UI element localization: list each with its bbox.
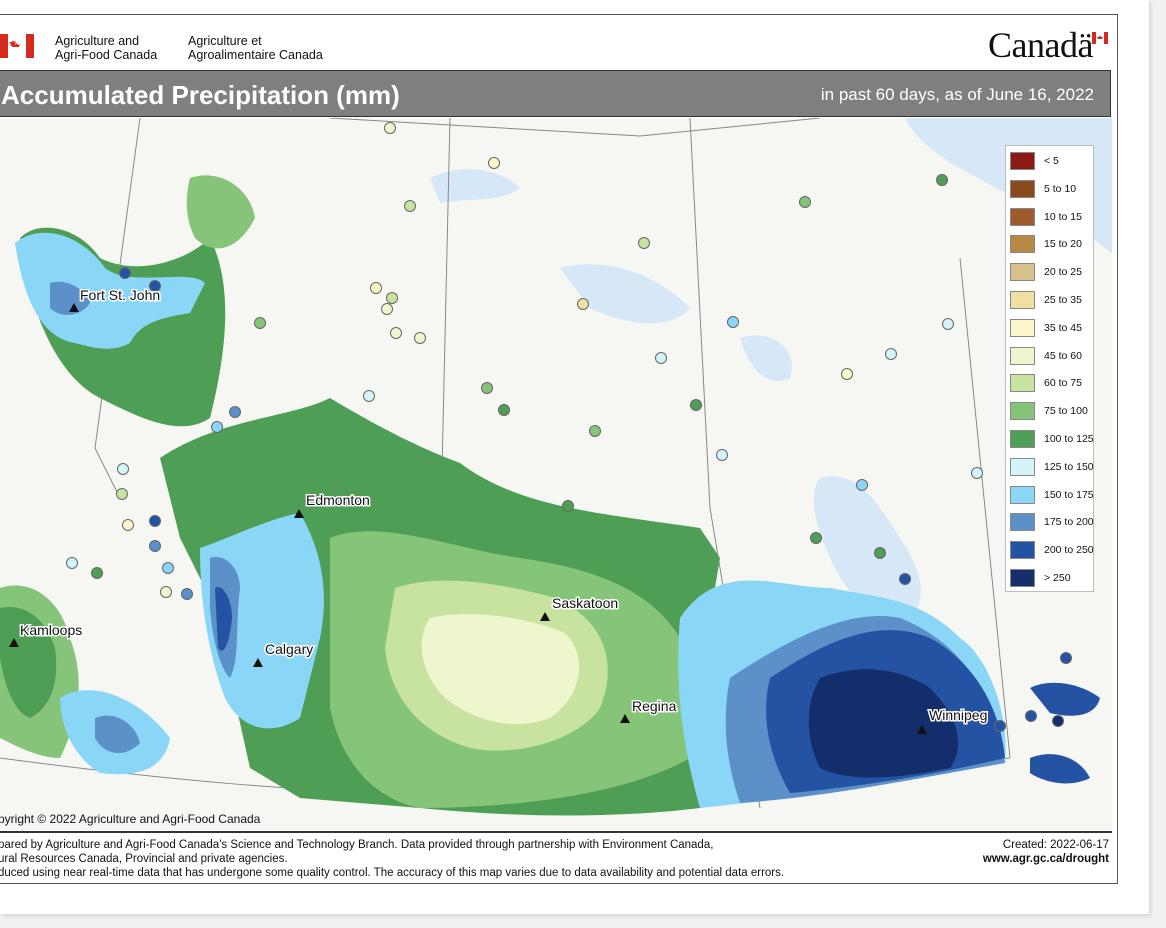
footer-divider [0,831,1112,833]
city-winnipeg: Winnipeg [917,706,989,734]
city-calgary: Calgary [253,640,315,667]
city-markers: Fort St. John Edmonton Kamloops Calgary … [9,286,989,734]
title-bar: Accumulated Precipitation (mm) in past 6… [0,70,1111,117]
legend-swatch [1010,207,1035,226]
footer-credit-line-1: pared by Agriculture and Agri-Food Canad… [0,839,714,851]
legend-swatch [1010,513,1035,532]
legend-swatch [1010,485,1035,504]
legend-swatch [1010,541,1035,560]
legend-swatch [1010,402,1035,421]
legend-swatch [1010,457,1035,476]
legend-label: 75 to 100 [1044,405,1088,418]
legend-swatch [1010,318,1035,337]
dept-en-line1: Agriculture and [55,34,140,48]
map-title: Accumulated Precipitation (mm) [1,80,400,110]
legend-item: 75 to 100 [1010,402,1092,421]
legend-item: 200 to 250 [1010,541,1094,560]
legend-item: 150 to 175 [1010,485,1094,504]
precip-west-green [0,585,170,775]
city-fort-st-john: Fort St. John [69,286,162,312]
legend-label: 10 to 15 [1044,210,1082,223]
legend: < 5 5 to 10 10 to 15 15 to 20 20 to 25 25 to … [1005,145,1094,592]
footer-credit-line-2: ural Resources Canada, Provincial and pr… [0,853,288,865]
city-label-winnipeg: Winnipeg [929,707,987,723]
legend-item: 175 to 200 [1010,513,1094,532]
legend-label: 100 to 125 [1044,433,1094,445]
legend-item: 5 to 10 [1010,179,1092,198]
legend-swatch [1010,152,1035,170]
department-name-french: Agriculture et Agroalimentaire Canada [188,34,323,62]
department-name-english: Agriculture and Agri-Food Canada [55,34,157,62]
legend-swatch [1010,346,1035,365]
station-dots [66,122,1072,732]
footer-credit-line-3: duced using near real-time data that has… [0,867,785,879]
legend-label: 35 to 45 [1044,321,1082,334]
legend-label: 175 to 200 [1044,516,1094,529]
legend-item: > 250 [1010,569,1092,587]
legend-item: 20 to 25 [1010,263,1092,282]
city-kamloops: Kamloops [9,621,84,647]
legend-item: 25 to 35 [1010,291,1092,309]
map-subtitle: in past 60 days, as of June 16, 2022 [820,85,1094,104]
legend-item: 60 to 75 [1010,374,1092,393]
legend-label: 125 to 150 [1044,460,1094,473]
legend-label: 15 to 20 [1044,238,1082,251]
canada-flag-icon [0,34,34,58]
city-label-edmonton: Edmonton [306,492,370,508]
legend-label: 45 to 60 [1044,349,1082,362]
legend-label: 25 to 35 [1044,294,1082,306]
legend-swatch [1010,263,1035,282]
dept-fr-line2: Agroalimentaire Canada [188,48,323,62]
legend-swatch [1010,430,1035,448]
legend-swatch [1010,235,1035,254]
city-saskatoon: Saskatoon [540,594,620,621]
legend-swatch [1010,569,1035,587]
legend-item: 10 to 15 [1010,207,1092,226]
website-link[interactable]: www.agr.gc.ca/drought [982,853,1109,865]
city-label-saskatoon: Saskatoon [552,595,618,611]
city-label-calgary: Calgary [265,641,313,657]
city-edmonton: Edmonton [294,491,371,518]
legend-swatch [1010,291,1035,309]
wordmark-flag-icon [1092,32,1108,44]
legend-item: 45 to 60 [1010,346,1092,365]
dept-fr-line1: Agriculture et [188,34,262,48]
city-label-kamloops: Kamloops [20,622,82,638]
copyright: pyright © 2022 Agriculture and Agri-Food… [0,812,261,826]
legend-label: 5 to 10 [1044,182,1077,195]
city-label-regina: Regina [632,698,677,714]
precipitation-map: Fort St. John Edmonton Kamloops Calgary … [0,118,1112,830]
city-regina: Regina [620,697,678,723]
legend-label: > 250 [1044,572,1071,584]
legend-label: 20 to 25 [1044,266,1082,279]
header: Agriculture and Agri-Food Canada Agricul… [0,0,1166,70]
city-label-fort-st-john: Fort St. John [80,287,160,303]
canada-wordmark: Canadä [988,25,1093,65]
legend-swatch [1010,179,1035,198]
legend-item: 15 to 20 [1010,235,1092,254]
legend-label: 200 to 250 [1044,544,1094,557]
created-date: Created: 2022-06-17 [1002,839,1109,851]
precip-foothills-blue [200,513,324,729]
legend-label: 150 to 175 [1044,488,1094,501]
precip-bc-north [15,175,255,427]
dept-en-line2: Agri-Food Canada [55,48,158,62]
legend-swatch [1010,374,1035,393]
legend-item: < 5 [1010,152,1092,170]
precip-manitoba-blue [678,580,1100,808]
legend-item: 35 to 45 [1010,318,1092,337]
legend-label: 60 to 75 [1044,377,1082,390]
legend-label: < 5 [1044,155,1059,167]
legend-item: 100 to 125 [1010,430,1094,448]
legend-item: 125 to 150 [1010,457,1094,476]
